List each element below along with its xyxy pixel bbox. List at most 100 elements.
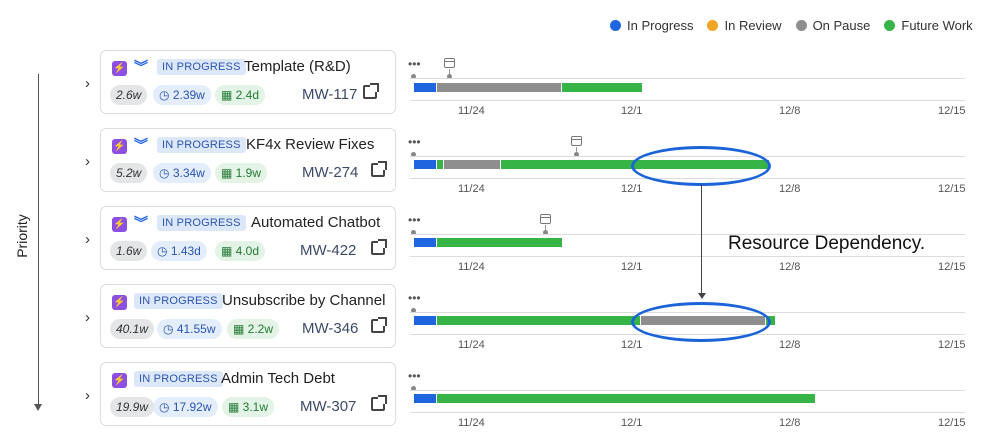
legend-label: In Progress: [627, 18, 694, 33]
more-options-icon[interactable]: •••: [408, 291, 421, 305]
clock-icon: ◷: [159, 400, 173, 414]
legend-future-work: Future Work: [884, 18, 973, 33]
bar-future-work[interactable]: [437, 316, 640, 325]
tick-label: 11/24: [458, 183, 485, 195]
tick-label: 12/1: [621, 105, 643, 117]
legend-dot: [795, 20, 807, 31]
bar-in-progress[interactable]: [414, 238, 436, 247]
legend-label: On Pause: [812, 18, 871, 33]
tick-label: 12/15: [938, 261, 966, 273]
status-badge: IN PROGRESS: [134, 371, 223, 387]
issue-key[interactable]: MW-117: [302, 86, 358, 103]
time-spent-pill: ◷ 2.39w: [153, 85, 211, 105]
legend-label: In Review: [724, 18, 782, 33]
timeline-gridline: [410, 412, 965, 413]
bar-on-pause[interactable]: [444, 160, 500, 169]
issue-key[interactable]: MW-274: [302, 164, 359, 181]
task-title[interactable]: KF4x Review Fixes: [246, 136, 375, 153]
chevron-right-icon[interactable]: ›: [85, 153, 90, 170]
time-spent-value: 17.92w: [172, 400, 212, 414]
tick-label: 12/8: [779, 417, 801, 429]
tick-label: 11/24: [458, 105, 485, 117]
time-spent-pill: ◷ 3.34w: [153, 163, 211, 183]
bar-on-pause[interactable]: [437, 83, 561, 92]
tick-label: 12/15: [938, 339, 966, 351]
task-card[interactable]: ⚡ IN PROGRESS Admin Tech Debt 19.9w ◷ 17…: [100, 362, 396, 426]
legend-dot: [610, 20, 621, 31]
chevron-down-icon[interactable]: ︾: [134, 59, 148, 75]
calendar-icon: ▦: [228, 400, 243, 414]
remaining-pill: ▦ 3.1w: [222, 397, 275, 417]
timeline-gridline: [410, 100, 965, 101]
chevron-right-icon[interactable]: ›: [85, 231, 90, 248]
bar-future-work[interactable]: [562, 83, 642, 92]
bar-future-work[interactable]: [437, 160, 443, 169]
priority-axis-label: Priority: [14, 214, 30, 258]
more-options-icon[interactable]: •••: [408, 135, 421, 149]
task-title[interactable]: Unsubscribe by Channel: [222, 292, 386, 309]
tick-label: 12/1: [621, 261, 643, 273]
more-options-icon[interactable]: •••: [408, 213, 421, 227]
more-options-icon[interactable]: •••: [408, 369, 421, 383]
chevron-down-icon[interactable]: ︾: [134, 137, 148, 153]
time-spent-value: 41.55w: [176, 322, 216, 336]
issue-key[interactable]: MW-422: [300, 242, 357, 259]
chevron-right-icon[interactable]: ›: [85, 309, 90, 326]
chevron-right-icon[interactable]: ›: [85, 387, 90, 404]
bar-future-work[interactable]: [437, 238, 562, 247]
external-link-icon[interactable]: [363, 83, 379, 99]
external-link-icon[interactable]: [371, 317, 387, 333]
due-stem: [449, 69, 450, 75]
timeline-gridline: [410, 256, 965, 257]
external-link-icon[interactable]: [371, 395, 387, 411]
time-spent-value: 2.39w: [172, 88, 205, 102]
bolt-icon: ⚡: [112, 217, 127, 232]
estimate-pill: 2.6w: [110, 85, 148, 105]
task-card[interactable]: ⚡ ︾ IN PROGRESS KF4x Review Fixes 5.2w ◷…: [100, 128, 396, 192]
estimate-pill: 1.6w: [110, 241, 148, 261]
bar-in-progress[interactable]: [414, 316, 436, 325]
task-card[interactable]: ⚡ ︾ IN PROGRESS Automated Chatbot 1.6w ◷…: [100, 206, 396, 270]
timeline-gridline: [410, 390, 965, 391]
calendar-icon[interactable]: [444, 58, 455, 68]
more-options-icon[interactable]: •••: [408, 57, 421, 71]
chevron-down-icon[interactable]: ︾: [134, 215, 148, 231]
bolt-icon: ⚡: [112, 295, 127, 310]
priority-axis-arrow: [34, 404, 42, 411]
time-spent-value: 3.34w: [172, 166, 205, 180]
remaining-pill: ▦ 1.9w: [215, 163, 268, 183]
dependency-arrowhead: [698, 293, 706, 299]
clock-icon: ◷: [163, 322, 177, 336]
legend: In Progress In Review On Pause Future Wo…: [610, 18, 987, 33]
remaining-value: 1.9w: [235, 166, 262, 180]
tick-label: 12/15: [938, 417, 966, 429]
timeline-gridline: [410, 234, 965, 235]
task-title[interactable]: Automated Chatbot: [251, 214, 381, 231]
bolt-icon: ⚡: [112, 139, 127, 154]
task-title[interactable]: Template (R&D): [244, 58, 351, 75]
tick-label: 12/1: [621, 417, 643, 429]
clock-icon: ◷: [159, 166, 173, 180]
task-title[interactable]: Admin Tech Debt: [221, 370, 335, 387]
task-card[interactable]: ⚡ ︾ IN PROGRESS Template (R&D) 2.6w ◷ 2.…: [100, 50, 396, 114]
task-card[interactable]: ⚡ IN PROGRESS Unsubscribe by Channel 40.…: [100, 284, 396, 348]
issue-key[interactable]: MW-307: [300, 398, 357, 415]
calendar-icon[interactable]: [571, 136, 582, 146]
external-link-icon[interactable]: [371, 161, 387, 177]
estimate-pill: 19.9w: [110, 397, 155, 417]
bar-in-progress[interactable]: [414, 83, 436, 92]
time-spent-pill: ◷ 1.43d: [151, 241, 207, 261]
due-marker: [543, 230, 548, 235]
legend-on-pause: On Pause: [795, 18, 871, 33]
bar-future-work[interactable]: [437, 394, 815, 403]
bar-in-progress[interactable]: [414, 160, 436, 169]
issue-key[interactable]: MW-346: [302, 320, 359, 337]
estimate-pill: 5.2w: [110, 163, 148, 183]
calendar-icon[interactable]: [540, 214, 551, 224]
external-link-icon[interactable]: [371, 239, 387, 255]
due-stem: [576, 147, 577, 153]
bar-in-progress[interactable]: [414, 394, 436, 403]
chevron-right-icon[interactable]: ›: [85, 75, 90, 92]
dependency-source-highlight: [631, 146, 771, 186]
due-marker: [447, 74, 452, 79]
